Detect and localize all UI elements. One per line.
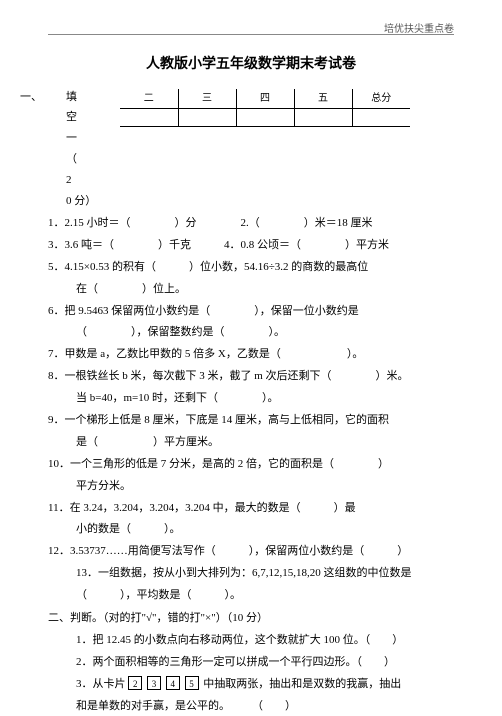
fill-char: 一 [66,128,82,149]
question-8a: 8．一根铁丝长 b 米，每次截下 3 米，截了 m 次后还剩下（ ）米。 [48,366,454,387]
question-3: 3．3.6 吨＝（ ）千克 4．0.8 公顷＝（ ）平方米 [48,235,454,256]
card: 4 [166,676,180,690]
fill-char: （ [66,149,82,170]
section-one-label: 一、 [20,87,42,108]
score-cell [236,108,294,126]
question-12a: 12．3.53737……用简便写法写作（ ），保留两位小数约是（ ） [48,541,454,562]
section-two-title: 二、判断。（对的打"√"，错的打"×"）（10 分） [48,608,454,629]
question-11b: 小的数是（ ）。 [48,519,454,540]
card-group: 2 3 4 5 [128,674,200,695]
score-cell [352,108,410,126]
score-header: 二 [120,89,178,109]
score-header: 五 [294,89,352,109]
question-7: 7．甲数是 a，乙数比甲数的 5 倍多 X，乙数是（ ）。 [48,344,454,365]
fill-char: 2 [66,170,82,191]
s2q3-part-a: 3．从卡片 [76,678,126,690]
s2q3-part-c: 和是单数的对手赢，是公平的。 （ ） [48,696,454,716]
section-one: 一、 填 空 一 （ 2 0 分） 二 三 四 五 总分 [48,87,454,606]
score-header: 总分 [352,89,410,109]
question-9b: 是（ ）平方厘米。 [48,432,454,453]
question-8b: 当 b=40，m=10 时，还剩下（ ）。 [48,388,454,409]
question-11a: 11．在 3.24，3.204，3.204，3.204 中，最大的数是（ ）最 [48,498,454,519]
fill-char: 填 [66,87,82,108]
score-cell [294,108,352,126]
fill-char: 空 [66,107,82,128]
card: 2 [128,676,142,690]
fill-column: 填 空 一 （ 2 0 分） [66,87,82,212]
question-9a: 9．一个梯形上低是 8 厘米，下底是 14 厘米，高与上低相同，它的面积 [48,410,454,431]
score-header: 三 [178,89,236,109]
question-5b: 在（ ）位上。 [48,279,454,300]
question-13b: （ ），平均数是（ ）。 [48,585,454,606]
s2q3-part-b: 中抽取两张，抽出和是双数的我赢，抽出 [203,678,401,690]
header-rule [48,34,454,35]
card: 5 [185,676,199,690]
score-table: 二 三 四 五 总分 [120,89,410,127]
question-6a: 6．把 9.5463 保留两位小数约是（ ），保留一位小数约是 [48,301,454,322]
s2-question-2: 2．两个面积相等的三角形一定可以拼成一个平行四边形。（ ） [48,652,454,673]
question-10a: 10．一个三角形的低是 7 分米，是高的 2 倍，它的面积是（ ） [48,454,454,475]
score-header: 四 [236,89,294,109]
question-5a: 5．4.15×0.53 的积有（ ）位小数，54.16÷3.2 的商数的最高位 [48,257,454,278]
fill-char: 0 分） [66,191,82,212]
page-title: 人教版小学五年级数学期末考试卷 [48,50,454,77]
s2-question-1: 1．把 12.45 的小数点向右移动两位，这个数就扩大 100 位。（ ） [48,630,454,651]
question-10b: 平方分米。 [48,476,454,497]
question-6b: （ ），保留整数约是（ ）。 [48,322,454,343]
question-1: 1．2.15 小时＝（ ）分 2.（ ）米＝18 厘米 [48,213,454,234]
score-cell [178,108,236,126]
score-cell [120,108,178,126]
card: 3 [147,676,161,690]
header-label: 培优扶尖重点卷 [384,20,454,39]
section-two: 二、判断。（对的打"√"，错的打"×"）（10 分） 1．把 12.45 的小数… [48,608,454,716]
s2-question-3: 3．从卡片 2 3 4 5 中抽取两张，抽出和是双数的我赢，抽出 [48,674,454,695]
question-13a: 13．一组数据，按从小到大排列为：6,7,12,15,18,20 这组数的中位数… [48,563,454,584]
